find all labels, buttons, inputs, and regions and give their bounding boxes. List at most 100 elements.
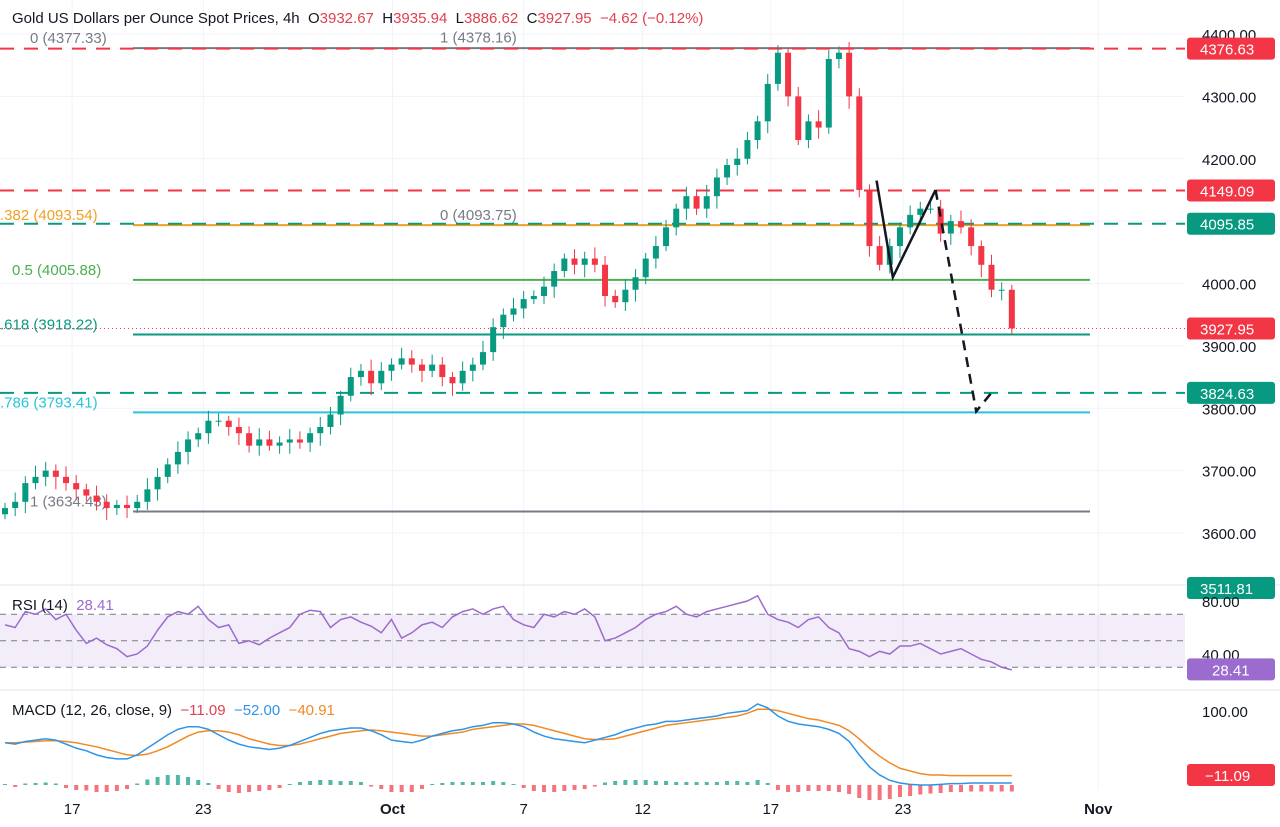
trend-drawing — [934, 189, 993, 415]
macd-histogram-bar — [318, 780, 323, 785]
candle-body — [825, 58, 832, 128]
macd-histogram-bar — [226, 785, 231, 792]
macd-histogram-bar — [328, 780, 333, 785]
candle-body — [683, 196, 690, 209]
candle-body — [235, 426, 242, 434]
macd-histogram-bar — [399, 785, 404, 792]
candle-body — [968, 227, 975, 247]
macd-histogram-bar — [714, 782, 719, 785]
candle-body — [561, 258, 568, 272]
candle-body — [612, 295, 619, 303]
macd-histogram-bar — [74, 785, 79, 790]
macd-histogram-bar — [877, 785, 882, 800]
change-value: −4.62 (−0.12%) — [600, 10, 704, 27]
macd-histogram-bar — [33, 783, 38, 785]
candle-body — [846, 52, 853, 97]
candle-body — [429, 364, 436, 371]
macd-histogram-bar — [989, 785, 994, 792]
candle-body — [144, 489, 151, 502]
candle-body — [622, 289, 629, 303]
price-badge-label: 4149.09 — [1200, 184, 1254, 201]
macd-badge — [1187, 764, 1275, 786]
candle-body — [378, 370, 385, 384]
macd-histogram-bar — [480, 782, 485, 785]
macd-histogram-bar — [521, 785, 526, 788]
candle-body — [693, 196, 700, 209]
macd-histogram-bar — [114, 785, 119, 791]
high-value: 3935.94 — [393, 10, 448, 27]
candle-body — [134, 501, 141, 509]
fib-level-label: 1 (3634.43) — [30, 494, 107, 511]
candle-body — [398, 358, 405, 365]
macd-histogram-bar — [1009, 785, 1014, 792]
candle-body — [154, 476, 161, 490]
macd-axis-tick: 100.00 — [1202, 704, 1248, 721]
candle-body — [266, 439, 273, 446]
macd-histogram-bar — [786, 785, 791, 792]
macd-histogram-bar — [745, 782, 750, 785]
price-badge-label: 4376.63 — [1200, 42, 1254, 59]
candle-body — [876, 246, 883, 265]
candle-body — [490, 327, 497, 353]
macd-histogram-bar — [908, 785, 913, 796]
candle-body — [754, 121, 761, 141]
macd-histogram-bar — [836, 785, 841, 792]
candle-body — [591, 258, 598, 265]
macd-histogram-bar — [694, 782, 699, 785]
macd-histogram-bar — [826, 785, 831, 791]
macd-line — [4, 703, 1012, 786]
macd-histogram-bar — [297, 782, 302, 785]
macd-histogram-bar — [460, 782, 465, 785]
macd-histogram-bar — [633, 780, 638, 785]
candle-body — [988, 264, 995, 290]
price-badge-label: 3511.81 — [1200, 581, 1253, 598]
candle-body — [907, 214, 914, 228]
symbol-title: Gold US Dollars per Ounce Spot Prices, 4… — [12, 10, 300, 27]
candle-body — [937, 208, 944, 234]
candle-body — [581, 258, 588, 265]
macd-histogram-bar — [13, 785, 18, 787]
fib-level-label: 0 (4093.75) — [440, 207, 517, 224]
x-axis-tick: 12 — [634, 801, 651, 818]
macd-histogram-bar — [94, 785, 99, 792]
candle-body — [500, 314, 507, 328]
macd-histogram-bar — [531, 785, 536, 791]
y-axis-tick: 3800.00 — [1202, 401, 1256, 418]
candle-body — [327, 414, 334, 427]
candle-body — [469, 364, 476, 371]
fib-level-label: .786 (3793.41) — [0, 394, 98, 411]
rsi-badge — [1187, 658, 1275, 681]
macd-histogram-bar — [603, 782, 608, 785]
macd-legend: MACD (12, 26, close, 9) −11.09 −52.00 −4… — [12, 702, 335, 719]
candle-body — [734, 158, 741, 165]
price-badge — [1187, 179, 1275, 202]
macd-histogram-bar — [643, 780, 648, 785]
macd-histogram-bar — [175, 775, 180, 785]
macd-histogram-bar — [938, 785, 943, 793]
macd-histogram-bar — [186, 777, 191, 785]
trend-drawing — [875, 180, 937, 282]
macd-histogram-bar — [755, 780, 760, 785]
candle-body — [307, 433, 314, 443]
candle-body — [337, 395, 344, 415]
macd-histogram-bar — [664, 781, 669, 785]
candle-body — [510, 308, 517, 315]
candle-body — [652, 246, 659, 259]
macd-histogram-bar — [887, 785, 892, 799]
candle-body — [978, 246, 985, 265]
x-axis-tick: 23 — [895, 801, 912, 818]
x-axis-tick: 17 — [64, 801, 81, 818]
price-badge — [1187, 37, 1275, 60]
y-axis-tick: 4300.00 — [1202, 89, 1256, 106]
macd-histogram-bar — [572, 785, 577, 790]
candle-body — [439, 364, 446, 378]
macd-histogram-bar — [308, 781, 313, 785]
macd-histogram-bar — [999, 785, 1004, 792]
macd-histogram-bar — [53, 783, 58, 785]
candle-body — [296, 439, 303, 443]
macd-histogram-bar — [125, 785, 130, 789]
candle-body — [185, 439, 192, 452]
macd-histogram-bar — [765, 783, 770, 785]
macd-histogram-bar — [196, 780, 201, 785]
